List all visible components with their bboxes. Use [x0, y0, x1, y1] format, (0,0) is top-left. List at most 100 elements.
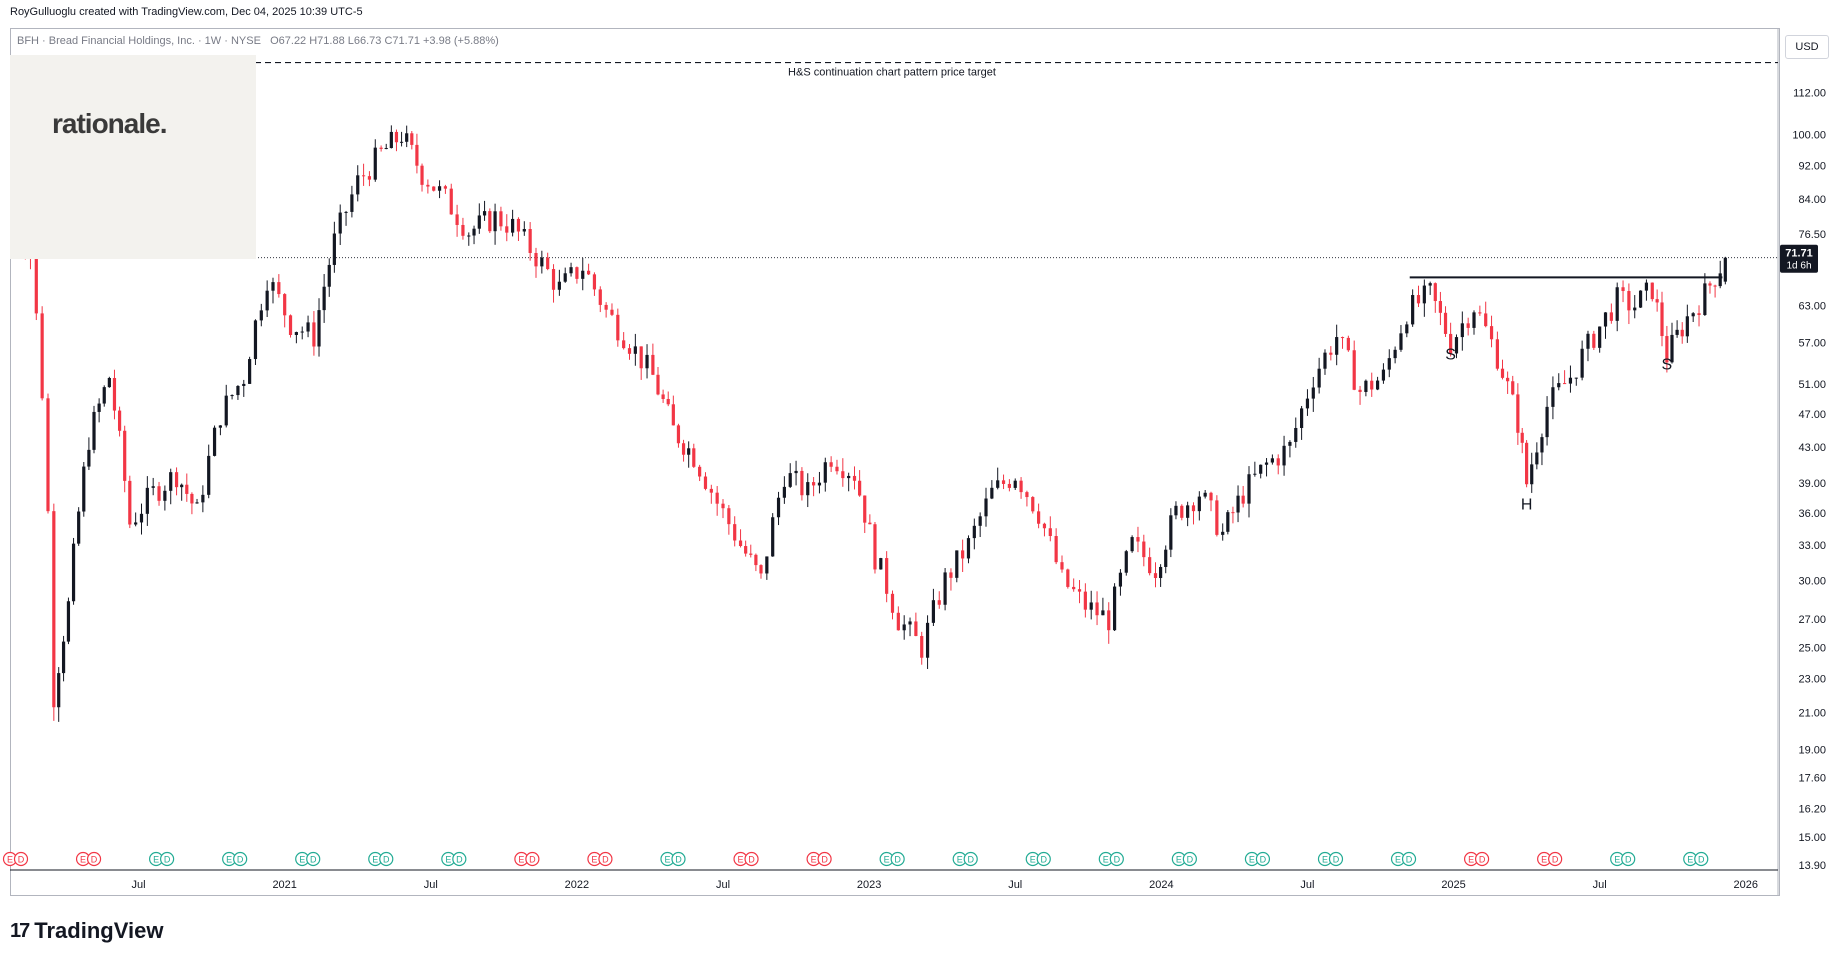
candle-body — [749, 553, 753, 555]
candle-body — [890, 593, 895, 613]
candle-body — [190, 493, 194, 504]
candle-body — [1174, 505, 1178, 516]
candle-body — [1525, 442, 1529, 485]
earnings-marker-letter: E — [518, 855, 524, 865]
candle-body — [868, 522, 872, 525]
chart-frame — [10, 28, 1780, 896]
candle-body — [195, 502, 199, 504]
candle-body — [477, 215, 481, 229]
dividend-marker-icon — [817, 851, 832, 867]
price-chart[interactable]: 13.90 15.00 16.20 17.60 19.00 21.00 23.00 25.00… — [0, 0, 1835, 900]
candle-body — [379, 147, 383, 149]
dividend-marker-letter: D — [1260, 855, 1267, 865]
candle-body — [493, 211, 497, 232]
candle-body — [288, 315, 293, 335]
candle-body — [698, 466, 702, 477]
candle-body — [373, 147, 377, 180]
candle-body — [1438, 301, 1443, 313]
candle-body — [361, 175, 366, 177]
candle-body — [1231, 512, 1235, 514]
candle-body — [794, 470, 798, 474]
candle-body — [230, 395, 234, 397]
candle-body — [1428, 283, 1432, 286]
candle-body — [1209, 492, 1213, 501]
candle-body — [1586, 333, 1590, 349]
candle-body — [681, 443, 686, 455]
candle-body — [1422, 285, 1426, 304]
candle-body — [350, 194, 354, 212]
candle-body — [639, 346, 643, 369]
candle-body — [151, 486, 155, 488]
dividend-marker-icon — [1182, 851, 1197, 867]
candle-body — [134, 522, 138, 525]
candle-body — [1381, 369, 1386, 381]
dividend-marker-letter: D — [456, 855, 463, 865]
candle-body — [212, 427, 217, 456]
earnings-marker-letter: E — [1322, 855, 1328, 865]
candle-body — [1118, 572, 1123, 587]
candle-body — [1713, 285, 1717, 287]
candle-body — [1077, 589, 1082, 592]
dividend-marker-letter: D — [18, 855, 25, 865]
candle-body — [1215, 500, 1219, 535]
candle-body — [687, 448, 691, 455]
candle-body — [461, 224, 465, 236]
candle-body — [598, 289, 602, 305]
candle-body — [1506, 377, 1510, 382]
currency-button[interactable]: USD — [1785, 35, 1829, 59]
candle-body — [300, 331, 304, 333]
candle-body — [253, 320, 258, 360]
candle-body — [449, 188, 453, 215]
candle-body — [157, 486, 161, 501]
author-line: RoyGulluoglu created with TradingView.co… — [10, 6, 363, 18]
dividend-marker-icon — [1255, 851, 1271, 867]
candle-body — [248, 359, 252, 384]
watermark-logo: rationale. — [52, 108, 167, 139]
tradingview-logo[interactable]: 17 TradingView — [10, 918, 163, 944]
candle-body — [185, 484, 189, 494]
pattern-label: H — [1521, 497, 1533, 514]
candle-body — [1221, 531, 1225, 535]
candle-body — [271, 282, 275, 291]
dividend-marker-icon — [1621, 851, 1636, 867]
candle-body — [754, 554, 758, 566]
candle-body — [1236, 495, 1240, 513]
candle-body — [1603, 312, 1608, 327]
dividend-marker-icon — [160, 851, 175, 867]
candle-body — [1557, 383, 1561, 388]
earnings-marker-letter: E — [226, 855, 232, 865]
candle-body — [1101, 610, 1105, 616]
candle-body — [744, 546, 748, 554]
dividend-marker-letter: D — [602, 855, 609, 865]
candle-body — [1282, 445, 1286, 466]
candle-body — [1708, 283, 1712, 286]
candle-body — [277, 282, 281, 295]
earnings-marker-letter: E — [1468, 855, 1474, 865]
earnings-marker-letter: E — [811, 855, 817, 865]
candle-body — [332, 233, 336, 265]
dividend-marker-letter: D — [748, 855, 755, 865]
candle-body — [610, 309, 614, 315]
candle-body — [306, 322, 310, 332]
candle-body — [1685, 316, 1689, 337]
dividend-marker-icon — [744, 851, 759, 867]
candle-body — [676, 425, 681, 444]
candle-body — [1142, 541, 1146, 558]
candle-body — [405, 133, 409, 142]
y-tick-label: 92.00 — [1798, 160, 1826, 172]
earnings-marker-letter: E — [445, 855, 451, 865]
earnings-marker-letter: E — [884, 855, 890, 865]
candle-body — [759, 565, 763, 574]
x-tick-label: 2021 — [272, 879, 296, 891]
candle-body — [1264, 462, 1269, 465]
earnings-marker-letter: E — [153, 855, 159, 865]
dividend-marker-icon — [1474, 851, 1490, 867]
tradingview-mark-icon: 17 — [10, 919, 30, 942]
candle-body — [327, 264, 331, 287]
candle-body — [1454, 337, 1459, 354]
candle-body — [516, 218, 521, 232]
dividend-marker-icon — [1401, 851, 1417, 867]
candle-body — [1191, 505, 1196, 512]
symbol-header[interactable]: BFH · Bread Financial Holdings, Inc. · 1… — [17, 35, 499, 47]
candle-body — [163, 490, 167, 501]
